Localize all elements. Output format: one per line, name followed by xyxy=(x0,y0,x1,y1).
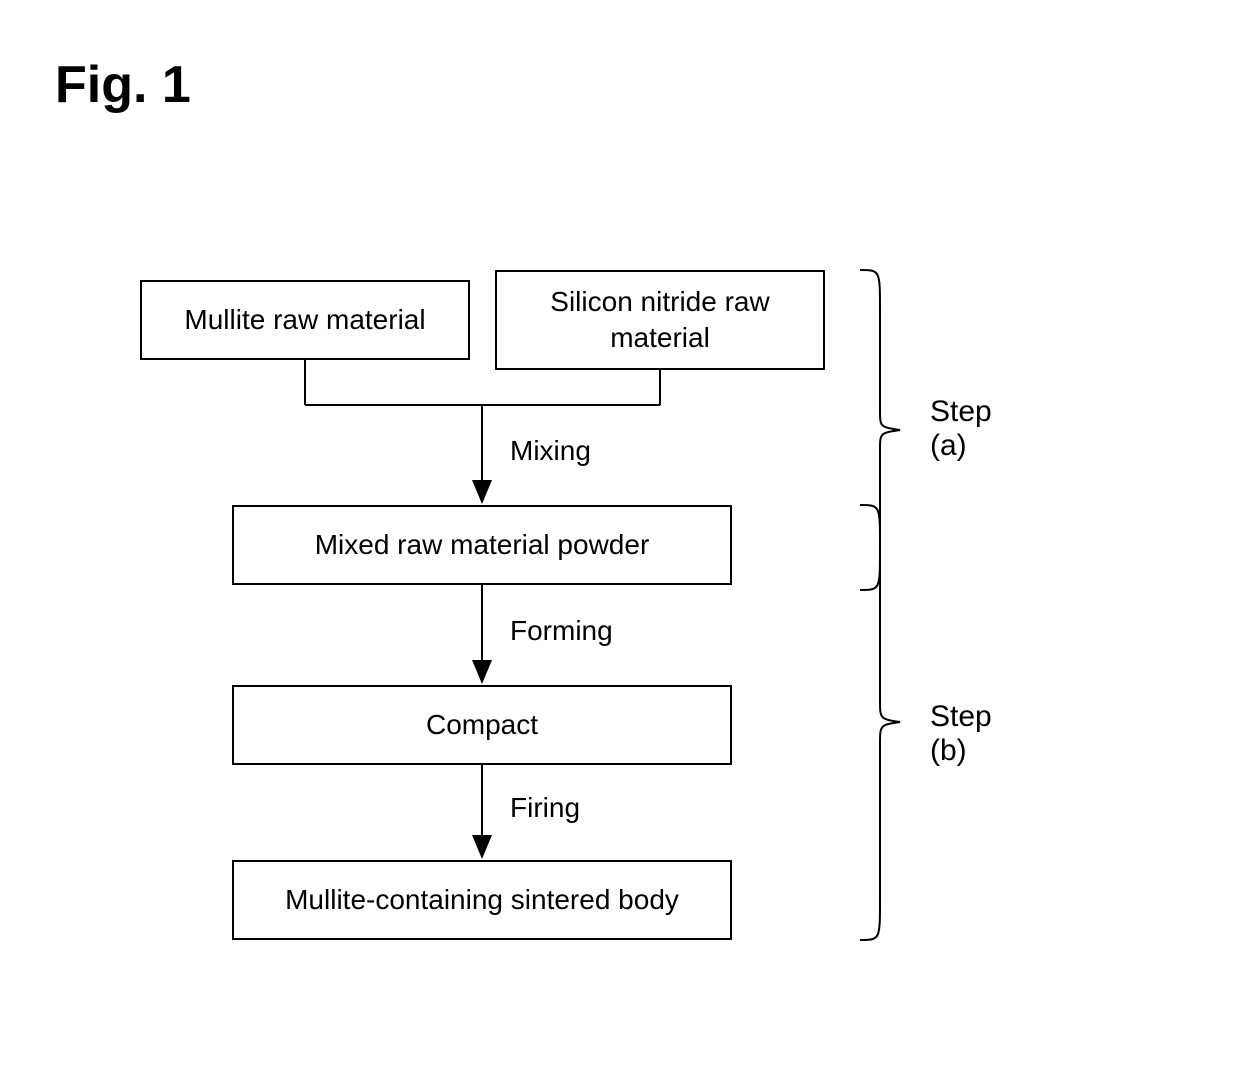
node-compact: Compact xyxy=(232,685,732,765)
edge-label-firing: Firing xyxy=(510,792,580,824)
node-mixed-powder: Mixed raw material powder xyxy=(232,505,732,585)
step-label-a: Step (a) xyxy=(930,395,992,463)
node-mullite-raw: Mullite raw material xyxy=(140,280,470,360)
brace-step-a xyxy=(855,265,925,595)
node-sintered-body: Mullite-containing sintered body xyxy=(232,860,732,940)
figure-title: Fig. 1 xyxy=(55,55,191,115)
edge-label-mixing: Mixing xyxy=(510,435,591,467)
node-silicon-nitride-raw: Silicon nitride raw material xyxy=(495,270,825,370)
edge-label-forming: Forming xyxy=(510,615,613,647)
brace-step-b xyxy=(855,500,925,950)
step-label-b: Step (b) xyxy=(930,700,992,768)
